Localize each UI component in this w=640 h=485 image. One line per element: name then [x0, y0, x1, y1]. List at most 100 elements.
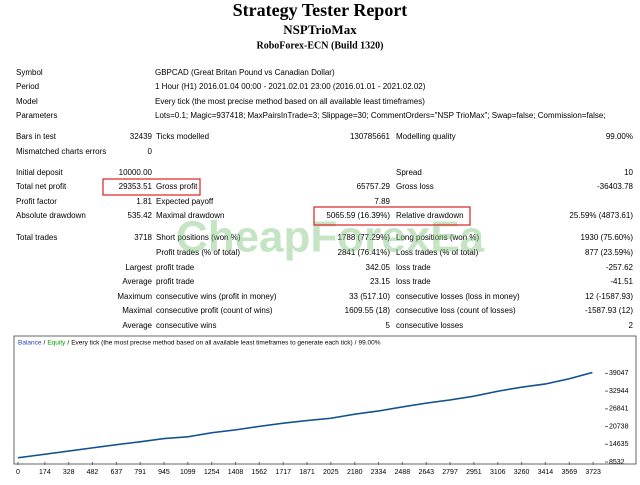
table-cell: Gross profit: [156, 182, 198, 191]
table-cell: Total net profit: [16, 182, 67, 191]
table-cell: 10: [624, 168, 633, 177]
table-cell: 2: [629, 321, 634, 330]
table-cell: 1930 (75.60%): [581, 233, 634, 242]
table-cell: consecutive losses (loss in money): [396, 292, 520, 301]
table-cell: loss trade: [396, 263, 431, 272]
legend-entry: Balance: [18, 340, 42, 347]
x-tick-label: 3260: [514, 469, 530, 476]
table-cell: 10000.00: [119, 168, 153, 177]
table-cell: Symbol: [16, 68, 43, 77]
table-cell: 7.89: [374, 197, 390, 206]
highlight-box: [102, 178, 201, 196]
report-table: Symbol GBPCAD (Great Britan Pound vs Cana…: [16, 68, 634, 330]
table-cell: profit trade: [156, 277, 195, 286]
highlight-box: [313, 206, 471, 226]
table-cell: Absolute drawdown: [16, 211, 86, 220]
table-cell: -41.51: [610, 277, 633, 286]
table-cell: Bars in test: [16, 132, 57, 141]
table-cell: 877 (23.59%): [585, 248, 633, 257]
table-cell: Maximal drawdown: [156, 211, 224, 220]
y-tick-label: 20738: [609, 423, 629, 430]
legend-entry: Equity: [47, 340, 66, 347]
table-cell: Maximal: [122, 306, 152, 315]
x-tick-label: 2488: [395, 469, 411, 476]
x-tick-label: 0: [16, 469, 20, 476]
x-tick-label: 1099: [180, 469, 196, 476]
x-tick-label: 2643: [418, 469, 434, 476]
table-cell: 65757.29: [357, 182, 391, 191]
table-cell: Period: [16, 82, 39, 91]
table-cell: 23.15: [370, 277, 391, 286]
x-tick-label: 482: [87, 469, 99, 476]
table-cell: Spread: [396, 168, 422, 177]
x-tick-label: 328: [63, 469, 75, 476]
table-cell: Profit trades (% of total): [156, 248, 240, 257]
x-tick-label: 3414: [538, 469, 554, 476]
table-cell: 130785661: [350, 132, 391, 141]
table-cell: -36403.78: [597, 182, 634, 191]
table-cell: Every tick (the most precise method base…: [155, 97, 425, 106]
table-cell: -1587.93 (12): [585, 306, 633, 315]
x-tick-label: 3106: [490, 469, 506, 476]
table-cell: 1 Hour (H1) 2016.01.04 00:00 - 2021.02.0…: [155, 82, 426, 91]
table-cell: Parameters: [16, 111, 57, 120]
table-cell: 1609.55 (18): [345, 306, 391, 315]
table-cell: consecutive loss (count of losses): [396, 306, 516, 315]
table-cell: Lots=0.1; Magic=937418; MaxPairsInTrade=…: [155, 111, 606, 120]
table-cell: 29353.51: [119, 182, 153, 191]
table-cell: profit trade: [156, 263, 195, 272]
balance-chart: Balance / Equity / Every tick (the most prec…: [16, 340, 629, 476]
y-tick-label: 26841: [609, 406, 629, 413]
table-cell: Maximum: [117, 292, 152, 301]
x-tick-label: 2180: [347, 469, 363, 476]
x-tick-label: 791: [134, 469, 146, 476]
table-cell: 32439: [130, 132, 153, 141]
table-cell: consecutive wins: [156, 321, 216, 330]
table-cell: loss trade: [396, 277, 431, 286]
chart-subtitle: Every tick (the most precise method base…: [71, 340, 352, 347]
table-cell: Average: [122, 277, 152, 286]
table-cell: Total trades: [16, 233, 57, 242]
y-tick-label: 32944: [609, 388, 629, 395]
table-cell: Mismatched charts errors: [16, 147, 106, 156]
table-cell: -257.62: [606, 263, 634, 272]
chart-frame: [13, 335, 637, 465]
table-cell: GBPCAD (Great Britan Pound vs Canadian D…: [155, 68, 335, 77]
table-cell: 5065.59 (16.39%): [326, 211, 390, 220]
table-cell: 33 (517.10): [349, 292, 390, 301]
server-name: RoboForex-ECN (Build 1320): [256, 40, 383, 51]
table-cell: 5: [386, 321, 391, 330]
separator: /: [355, 340, 357, 347]
table-cell: Largest: [125, 263, 152, 272]
series-line: [17, 371, 593, 459]
table-cell: consecutive profit (count of wins): [156, 306, 273, 315]
table-cell: Modelling quality: [396, 132, 456, 141]
expert-name: NSPTrioMax: [283, 22, 357, 37]
table-cell: consecutive losses: [396, 321, 463, 330]
table-cell: Profit factor: [16, 197, 57, 206]
table-cell: 12 (-1587.93): [585, 292, 633, 301]
y-tick-label: 39047: [609, 370, 629, 377]
separator: /: [67, 340, 69, 347]
x-tick-label: 2025: [323, 469, 339, 476]
separator: /: [44, 340, 46, 347]
table-cell: 535.42: [128, 211, 153, 220]
x-tick-label: 1408: [228, 469, 244, 476]
table-cell: 1.81: [136, 197, 152, 206]
table-cell: Relative drawdown: [396, 211, 464, 220]
x-tick-label: 1254: [204, 469, 220, 476]
table-cell: 1788 (77.29%): [338, 233, 391, 242]
report-title: Strategy Tester Report: [233, 0, 408, 20]
table-cell: Model: [16, 97, 38, 106]
y-tick-label: 8532: [609, 459, 625, 466]
table-cell: Expected payoff: [156, 197, 214, 206]
table-cell: Ticks modelled: [156, 132, 209, 141]
x-tick-label: 1562: [251, 469, 267, 476]
modelling-quality: 99.00%: [358, 340, 380, 347]
x-tick-label: 174: [39, 469, 51, 476]
x-tick-label: 3569: [562, 469, 578, 476]
table-cell: 2841 (76.41%): [338, 248, 391, 257]
table-cell: 25.59% (4873.61): [569, 211, 633, 220]
x-tick-label: 1717: [275, 469, 291, 476]
table-cell: Loss trades (% of total): [396, 248, 479, 257]
